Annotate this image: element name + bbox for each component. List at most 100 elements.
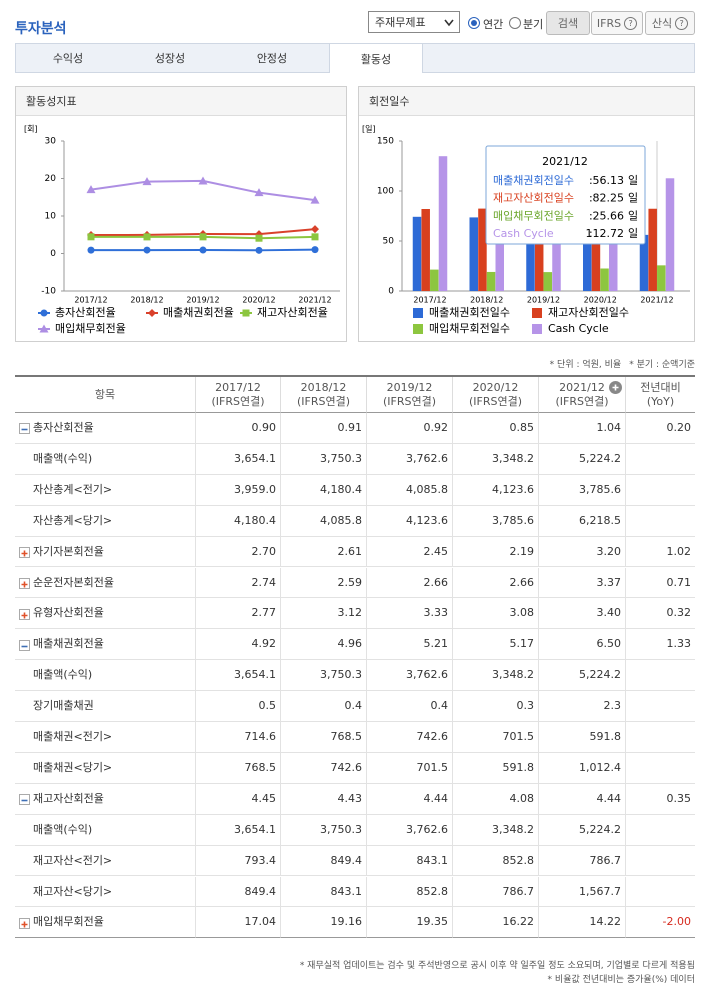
panel-title: 회전일수 (359, 87, 694, 116)
ifrs-button[interactable]: IFRS? (591, 11, 643, 35)
cell (195, 474, 280, 506)
row-label: 유형자산회전율 (33, 606, 104, 620)
cell-value: 852.8 (502, 853, 535, 867)
yoy-value: 0.35 (666, 791, 692, 805)
cell (538, 660, 625, 692)
cell-value: 3,750.3 (320, 668, 362, 682)
cell (280, 691, 366, 722)
header-cell: 항목 (15, 377, 195, 413)
cell-value: 3,750.3 (320, 451, 362, 465)
bar (639, 234, 649, 291)
cell (15, 815, 195, 846)
cell (625, 845, 695, 877)
bar (583, 220, 592, 291)
cell (15, 598, 195, 630)
cell (15, 475, 195, 506)
button-text: 산식 (651, 17, 673, 30)
cell (538, 505, 625, 537)
header-cell: 2018/12 (IFRS연결) (280, 377, 366, 413)
marker (40, 309, 48, 317)
tab[interactable]: 수익성 (52, 52, 84, 65)
cell (625, 598, 695, 630)
cell (195, 567, 280, 599)
cell (366, 474, 452, 506)
cell-value: 1.04 (596, 421, 622, 434)
cell-value: 2.19 (509, 544, 535, 558)
row-label: 자산총계<당기> (33, 513, 113, 527)
marker (143, 233, 151, 241)
cell (195, 443, 280, 475)
cell (538, 598, 625, 630)
cell (452, 783, 538, 815)
cell-value: 3,654.1 (234, 668, 276, 682)
plus-toggle[interactable] (19, 577, 30, 589)
cell-value: 3,348.2 (492, 822, 534, 836)
tab[interactable]: 활동성 (329, 43, 423, 73)
cell-value: 849.4 (330, 853, 363, 867)
cell (15, 568, 195, 599)
cell (538, 845, 625, 877)
legend-label: 매출채권회전율 (163, 306, 234, 319)
tooltip-label: 매출채권회전일수 (493, 173, 574, 187)
cell (15, 506, 195, 537)
tooltip-unit: 일 (628, 208, 638, 222)
legend-label: Cash Cycle (548, 322, 609, 335)
legend-label: 매입채무회전율 (55, 322, 126, 335)
plus-toggle[interactable] (19, 547, 30, 559)
formula-button[interactable]: 산식? (645, 11, 695, 35)
cell-value: 4.44 (423, 791, 449, 805)
cell-value: 0.4 (344, 699, 363, 713)
bar (665, 178, 675, 291)
search-button[interactable]: 검색 (546, 11, 590, 35)
bar (657, 265, 666, 291)
row-label: 재고자산<당기> (33, 884, 113, 898)
bar (469, 217, 478, 291)
bar (543, 272, 553, 291)
marker (39, 324, 49, 333)
plus-toggle[interactable] (19, 917, 30, 929)
y-unit: [회] (24, 125, 38, 134)
bar (534, 208, 544, 291)
cell (625, 907, 695, 939)
bar (526, 220, 535, 291)
cell (452, 752, 538, 784)
cell (195, 505, 280, 537)
cell (538, 783, 625, 815)
header-text: (IFRS연결) (555, 394, 609, 408)
x-tick-label: 2020/12 (242, 296, 275, 305)
bar (421, 209, 430, 291)
statement-select[interactable]: 주재무제표 (368, 11, 460, 33)
marker (255, 246, 263, 254)
minus-toggle[interactable] (19, 794, 30, 806)
minus-toggle[interactable] (19, 423, 30, 435)
cell (538, 722, 625, 753)
radio-annual[interactable] (467, 16, 481, 30)
cell (538, 443, 625, 475)
marker (242, 309, 250, 317)
expand-icon[interactable] (609, 381, 622, 394)
panel: 활동성지표 (15, 86, 347, 342)
cell-value: 714.6 (244, 730, 277, 743)
cell (452, 722, 538, 753)
cell (15, 784, 195, 815)
row-label: 매출채권<전기> (33, 730, 113, 743)
bar (430, 269, 439, 291)
bar (438, 156, 448, 291)
cell-value: 4,180.4 (320, 482, 362, 496)
cell (195, 907, 280, 939)
cell (195, 660, 280, 692)
x-tick-label: 2021/12 (640, 296, 673, 305)
cell (366, 814, 452, 846)
y-tick-label: 100 (377, 187, 394, 197)
cell-value: 701.5 (502, 730, 535, 743)
y-tick-label: 10 (45, 212, 57, 222)
cell (15, 660, 195, 692)
yoy-value: 0.71 (666, 575, 692, 589)
cell (452, 536, 538, 568)
row-label: 자기자본회전율 (33, 544, 104, 558)
minus-toggle[interactable] (19, 639, 30, 651)
tab[interactable]: 성장성 (154, 52, 186, 65)
plus-toggle[interactable] (19, 608, 30, 620)
tab[interactable]: 안정성 (256, 52, 288, 65)
radio-quarter[interactable] (508, 16, 522, 30)
